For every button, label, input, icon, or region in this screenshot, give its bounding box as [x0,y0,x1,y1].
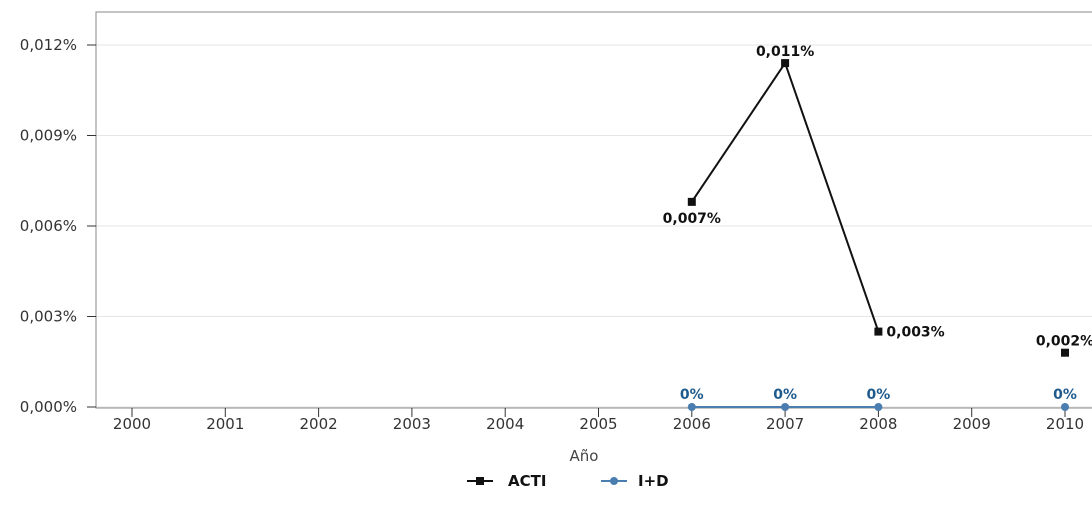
y-tick-label: 0,012% [20,36,77,54]
data-label: 0% [680,387,704,403]
series-layer: 0,007% 0,011% 0,003% 0,002% 0% 0% 0% 0% [663,44,1092,411]
data-label: 0% [773,387,797,403]
x-tick-label: 2001 [206,415,244,433]
data-point-circle [874,403,883,411]
x-tick-label: 2000 [113,415,151,433]
data-point-circle [781,403,790,411]
y-tick-label: 0,006% [20,217,77,235]
legend: ACTI I+D [467,472,669,490]
legend-label: ACTI [508,472,546,490]
x-axis: 2000 2001 2002 2003 2004 2005 2006 2007 2008 2009… [113,408,1084,433]
data-label: 0,007% [663,211,721,227]
legend-marker-circle [610,477,618,485]
plot-frame [95,11,1092,409]
x-tick-label: 2010 [1046,415,1084,433]
y-axis: 0,000% 0,003% 0,006% 0,009% 0,012% [20,36,96,416]
x-axis-title: Año [570,447,599,465]
legend-item-i-d: I+D [601,472,669,490]
series-i-d: 0% 0% 0% 0% [680,387,1077,411]
gridlines [96,44,1092,408]
data-label: 0% [867,387,891,403]
x-tick-label: 2007 [766,415,804,433]
data-label: 0,002% [1036,334,1092,350]
x-tick-label: 2005 [579,415,617,433]
x-tick-label: 2002 [300,415,338,433]
legend-item-acti: ACTI [467,472,546,490]
legend-label: I+D [638,472,669,490]
data-point-circle [1061,403,1069,411]
x-tick-label: 2004 [486,415,524,433]
legend-marker-square [476,477,484,485]
data-point-square [781,59,790,68]
data-point-square [1061,348,1069,357]
data-point-square [874,327,883,336]
x-tick-label: 2009 [953,415,991,433]
series-line-segment [784,62,880,332]
y-tick-label: 0,009% [20,127,77,145]
series-line-segment [690,62,786,203]
data-label: 0,011% [756,44,814,60]
data-point-square [687,197,696,206]
data-point-circle [687,403,696,411]
y-tick-label: 0,000% [20,398,77,416]
data-label: 0,003% [886,325,944,341]
data-label: 0% [1053,387,1077,403]
x-tick-label: 2006 [673,415,711,433]
y-tick-label: 0,003% [20,308,77,326]
x-tick-label: 2003 [393,415,431,433]
x-tick-label: 2008 [859,415,897,433]
series-acti: 0,007% 0,011% 0,003% 0,002% [663,44,1092,357]
